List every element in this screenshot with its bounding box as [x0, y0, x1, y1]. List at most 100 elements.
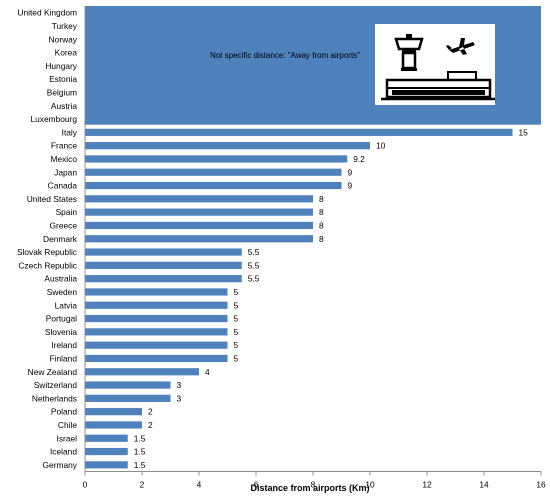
value-label: 1.5	[134, 433, 146, 443]
category-label: Finland	[50, 353, 78, 363]
category-label: Spain	[56, 207, 78, 217]
x-tick-label: 8	[311, 480, 316, 490]
bar	[85, 421, 142, 429]
category-label: Japan	[54, 167, 77, 177]
value-label: 5	[234, 287, 239, 297]
bar	[85, 447, 128, 456]
category-label: Poland	[51, 407, 77, 417]
bar	[85, 168, 342, 176]
category-label: Sweden	[47, 287, 78, 297]
x-tick-label: 14	[479, 480, 489, 490]
bar	[85, 221, 313, 230]
category-label: Slovak Republic	[17, 247, 77, 257]
value-label: 4	[205, 367, 210, 377]
value-label: 1.5	[134, 460, 146, 470]
value-label: 5	[234, 340, 239, 350]
category-label: Italy	[62, 127, 78, 137]
category-label: Australia	[44, 274, 77, 284]
bar	[85, 195, 313, 203]
category-label: Germany	[43, 460, 78, 470]
category-label: France	[51, 141, 77, 151]
category-label: Israel	[57, 433, 78, 443]
value-label: 8	[319, 220, 324, 230]
bar	[85, 261, 242, 269]
category-label: Canada	[48, 181, 78, 191]
value-label: 5	[234, 327, 239, 337]
bars	[85, 128, 513, 469]
category-label: Czech Republic	[18, 260, 77, 270]
bar	[85, 275, 242, 283]
value-label: 5	[234, 300, 239, 310]
category-label: Chile	[58, 420, 77, 430]
away-from-airports-note: Not specific distance: "Away from airpor…	[210, 51, 360, 60]
airport-terminal-icon	[375, 24, 495, 105]
category-label: Ireland	[51, 340, 77, 350]
category-label: Portugal	[46, 314, 77, 324]
category-label: Slovenia	[45, 327, 77, 337]
value-label: 1.5	[134, 447, 146, 457]
category-label: Hungary	[45, 61, 77, 71]
x-tick-label: 4	[197, 480, 202, 490]
bar	[85, 328, 228, 336]
category-label: Greece	[50, 220, 78, 230]
bar	[85, 235, 313, 243]
category-label: Turkey	[52, 21, 78, 31]
value-label: 9.2	[353, 154, 365, 164]
bar	[85, 408, 142, 416]
category-label: Netherlands	[32, 393, 77, 403]
bar	[85, 368, 199, 376]
bar	[85, 354, 228, 363]
category-label: New Zealand	[28, 367, 78, 377]
value-label: 5.5	[248, 274, 260, 284]
bar	[85, 155, 348, 163]
x-tick-label: 2	[140, 480, 145, 490]
value-label: 9	[348, 181, 353, 191]
bar	[85, 208, 313, 216]
value-label: 15	[519, 127, 529, 137]
x-tick-label: 16	[536, 480, 546, 490]
category-label: Luxembourg	[30, 114, 77, 124]
category-label: Switzerland	[34, 380, 78, 390]
value-label: 5	[234, 314, 239, 324]
value-labels: 15109.29988885.55.55.5555555433221.51.51…	[134, 127, 528, 470]
category-label: Iceland	[50, 447, 77, 457]
category-label: Belgium	[47, 87, 77, 97]
value-label: 9	[348, 167, 353, 177]
value-label: 3	[177, 380, 182, 390]
category-label: Latvia	[55, 300, 78, 310]
bar	[85, 181, 342, 190]
value-label: 2	[148, 420, 153, 430]
category-label: Korea	[55, 48, 78, 58]
bar	[85, 301, 228, 309]
x-tick-label: 12	[422, 480, 432, 490]
value-label: 5.5	[248, 247, 260, 257]
bar	[85, 128, 513, 136]
value-label: 5	[234, 353, 239, 363]
category-labels: United Kingdom Turkey Norway Korea Hungary Es…	[17, 8, 78, 470]
bar	[85, 394, 171, 402]
value-label: 2	[148, 407, 153, 417]
value-label: 8	[319, 234, 324, 244]
x-tick-label: 10	[365, 480, 375, 490]
value-label: 8	[319, 194, 324, 204]
category-label: United Kingdom	[17, 8, 77, 18]
category-label: United States	[27, 194, 77, 204]
bar	[85, 314, 228, 323]
bar	[85, 461, 128, 469]
x-tick-label: 0	[83, 480, 88, 490]
bar	[85, 142, 370, 150]
bar	[85, 248, 242, 256]
bar	[85, 434, 128, 442]
x-axis-title: Distance from airports (Km)	[250, 483, 369, 493]
category-label: Mexico	[50, 154, 77, 164]
category-label: Estonia	[49, 74, 77, 84]
value-label: 3	[177, 393, 182, 403]
value-label: 5.5	[248, 260, 260, 270]
x-tick-label: 6	[254, 480, 259, 490]
bar	[85, 288, 228, 296]
value-label: 8	[319, 207, 324, 217]
bar	[85, 381, 171, 389]
category-label: Austria	[51, 101, 77, 111]
value-label: 10	[376, 141, 386, 151]
